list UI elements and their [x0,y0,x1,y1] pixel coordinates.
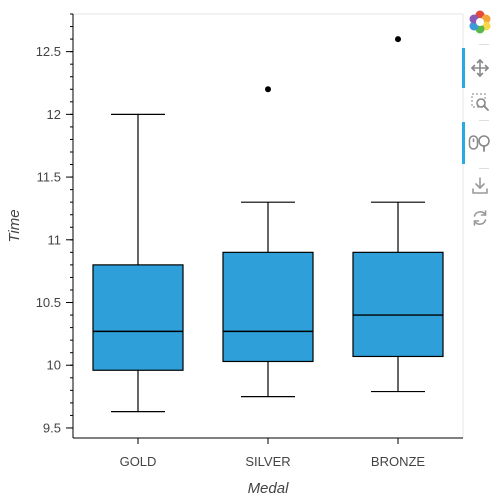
wheel-zoom-tool-button[interactable] [462,122,498,164]
iqr-box [352,251,444,358]
boxes [92,36,444,413]
save-tool-button[interactable] [462,172,498,200]
y-tick-label: 9.5 [43,420,61,435]
outlier-point [265,86,271,93]
save-icon [472,177,488,194]
plot-toolbar [462,8,498,228]
y-axis-title: Time [6,209,23,242]
bokeh-logo-icon[interactable] [462,8,498,36]
x-axis: GOLD SILVER BRONZE [73,437,463,469]
y-tick-label: 11 [48,232,62,247]
box-zoom-icon [471,93,489,111]
iqr-box [92,264,184,371]
iqr-box [222,251,314,363]
wheel-zoom-icon [468,135,490,152]
outlier-point [395,36,401,43]
x-axis-title: Medal [248,480,290,497]
y-tick-label: 12 [47,107,61,122]
reset-icon [473,210,487,226]
box-group-bronze [352,36,444,393]
y-tick-label: 10.5 [36,295,61,310]
y-tick-label: 10 [47,358,61,373]
y-tick-label: 11.5 [37,170,61,185]
box-group-silver [222,86,314,398]
pan-tool-button[interactable] [462,48,498,88]
y-tick-label: 12.5 [36,44,61,59]
x-tick-label: GOLD [120,454,157,469]
reset-tool-button[interactable] [462,204,498,232]
x-tick-label: SILVER [245,454,290,469]
y-axis: 9.5 10 10.5 11 11.5 12 12.5 [36,13,74,438]
box-group-gold [92,113,184,413]
pan-icon [470,58,490,78]
box-zoom-tool-button[interactable] [462,88,498,116]
x-tick-label: BRONZE [371,454,426,469]
